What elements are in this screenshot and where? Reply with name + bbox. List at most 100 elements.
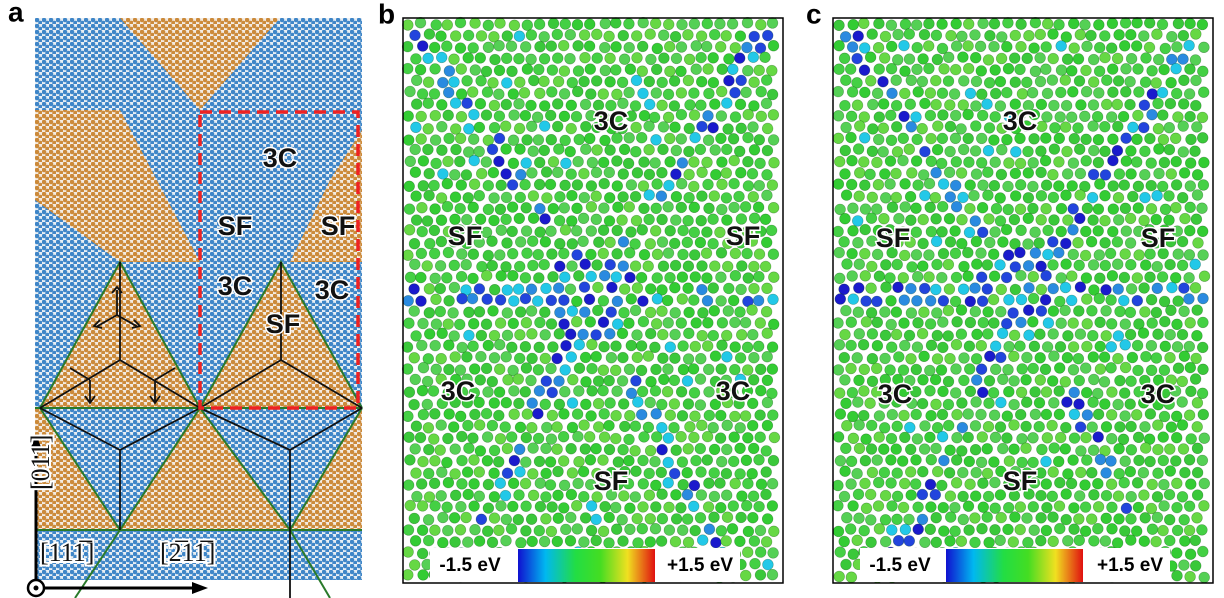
- atom: [722, 261, 733, 272]
- atom: [1151, 307, 1162, 318]
- atom: [645, 328, 656, 339]
- atom: [971, 467, 982, 478]
- atom: [736, 123, 747, 134]
- atom: [990, 432, 1001, 443]
- atom: [494, 525, 505, 536]
- atom: [618, 444, 629, 455]
- atom: [847, 271, 858, 282]
- atom: [574, 339, 585, 350]
- atom: [695, 374, 706, 385]
- atom: [932, 354, 943, 365]
- atom: [1113, 76, 1124, 87]
- atom: [708, 77, 719, 88]
- atom: [755, 525, 766, 536]
- atom: [417, 202, 428, 213]
- atom: [631, 466, 642, 477]
- atom: [566, 169, 577, 180]
- atom: [710, 169, 721, 180]
- atom: [983, 55, 994, 66]
- atom: [1048, 397, 1059, 408]
- atom: [833, 110, 844, 121]
- atom: [1021, 397, 1032, 408]
- atom: [430, 204, 441, 215]
- atom: [945, 146, 956, 157]
- atom: [1160, 204, 1171, 215]
- atom: [1076, 446, 1087, 457]
- atom: [1082, 410, 1093, 421]
- atom: [1066, 65, 1077, 76]
- atom: [604, 31, 615, 42]
- atom: [611, 410, 622, 421]
- atom: [566, 100, 577, 111]
- atom: [598, 317, 609, 328]
- atom: [691, 40, 702, 51]
- atom: [1066, 295, 1077, 306]
- atom: [533, 364, 544, 375]
- atom: [630, 421, 641, 432]
- atom: [709, 491, 720, 502]
- atom: [606, 352, 617, 363]
- atom: [840, 329, 851, 340]
- atom: [571, 296, 582, 307]
- atom: [728, 133, 739, 144]
- atom: [1088, 77, 1099, 88]
- atom: [402, 364, 413, 375]
- atom: [696, 215, 707, 226]
- atom: [514, 490, 525, 501]
- atom: [1164, 144, 1175, 155]
- atom: [937, 19, 948, 30]
- atom: [1015, 502, 1026, 513]
- atom: [1185, 317, 1196, 328]
- atom: [1177, 260, 1188, 271]
- atom: [670, 329, 681, 340]
- atom: [767, 478, 778, 489]
- atom: [644, 121, 655, 132]
- atom: [1061, 259, 1072, 270]
- atom: [704, 387, 715, 398]
- atom: [768, 135, 779, 146]
- atom: [423, 77, 434, 88]
- atom: [866, 213, 877, 224]
- atom: [1028, 432, 1039, 443]
- atom: [1015, 179, 1026, 190]
- atom: [496, 501, 507, 512]
- atom: [1093, 19, 1104, 30]
- atom: [657, 513, 668, 524]
- atom: [1003, 502, 1014, 513]
- atom: [522, 135, 533, 146]
- atom: [965, 386, 976, 397]
- atom: [1192, 443, 1203, 454]
- atom: [906, 353, 917, 364]
- atom: [1048, 536, 1059, 547]
- atom: [723, 124, 734, 135]
- atom: [1081, 294, 1092, 305]
- atom: [952, 409, 963, 420]
- atom: [690, 411, 701, 422]
- atom: [683, 443, 694, 454]
- atom: [885, 110, 896, 121]
- atom: [743, 109, 754, 120]
- atom: [651, 318, 662, 329]
- atom: [560, 225, 571, 236]
- atom: [1037, 444, 1048, 455]
- atom: [428, 386, 439, 397]
- atom: [1177, 491, 1188, 502]
- atom: [899, 318, 910, 329]
- atom: [886, 433, 897, 444]
- atom: [885, 179, 896, 190]
- atom: [430, 110, 441, 121]
- atom: [749, 283, 760, 294]
- atom: [509, 110, 520, 121]
- atom: [652, 293, 663, 304]
- atom: [964, 525, 975, 536]
- region-label: SF: [594, 466, 629, 496]
- atom: [747, 305, 758, 316]
- atom: [494, 387, 505, 398]
- atom: [925, 432, 936, 443]
- atom: [457, 478, 468, 489]
- atom: [736, 284, 747, 295]
- panel-b: 3CSFSF3C3CSF-1.5 eV+1.5 eVb: [378, 0, 783, 583]
- atom: [1093, 134, 1104, 145]
- atom: [658, 30, 669, 41]
- atom: [1016, 19, 1027, 30]
